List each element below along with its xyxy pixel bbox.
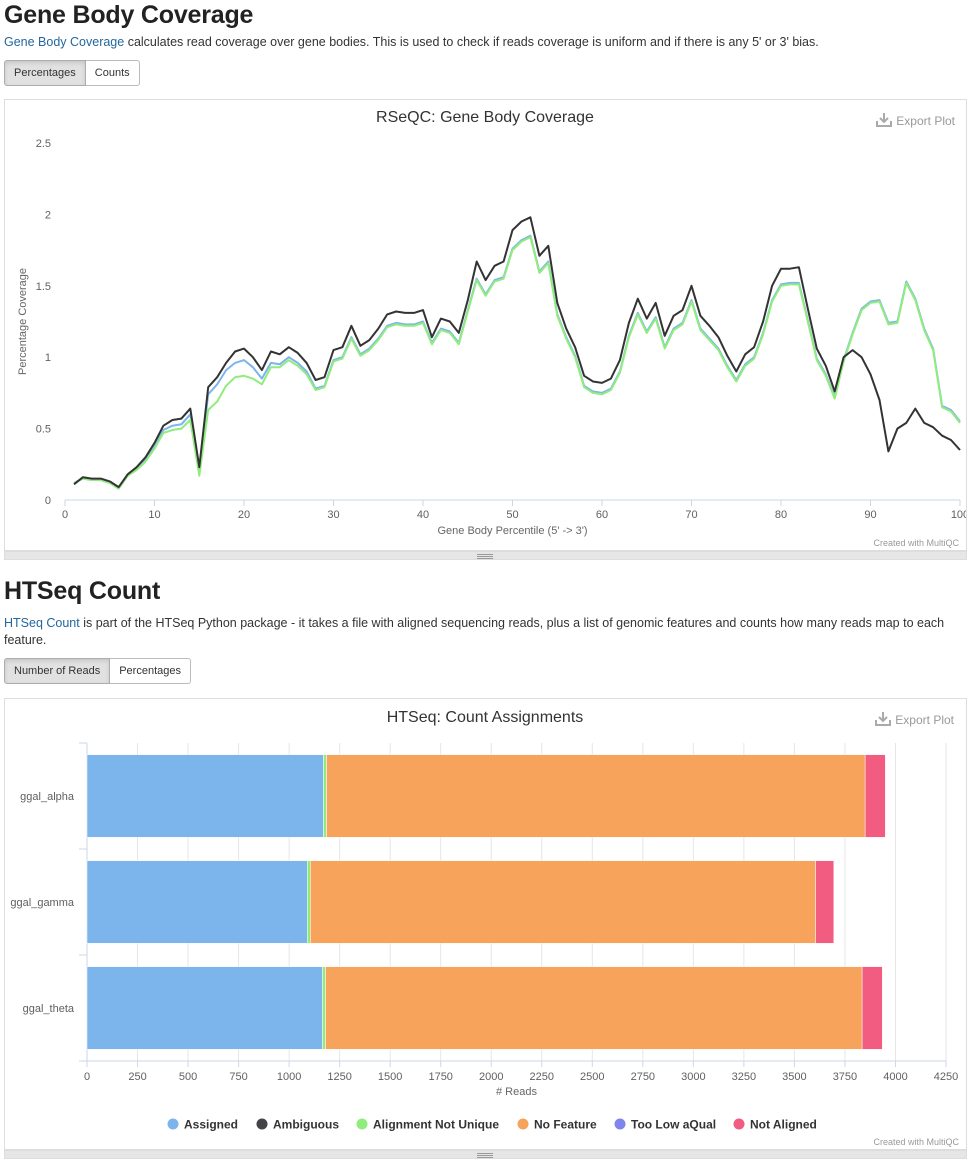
multiqc-credit: Created with MultiQC	[873, 1137, 959, 1147]
legend-marker-too-low-aqual	[614, 1118, 626, 1130]
legend-marker-alignment-not-unique	[356, 1118, 368, 1130]
bar-segment-alignment-not-unique[interactable]	[307, 860, 311, 944]
x-tick-label: 0	[62, 509, 68, 521]
htseq-count-link[interactable]: HTSeq Count	[4, 616, 80, 630]
x-tick-label: 3750	[833, 1071, 857, 1083]
legend-item-too-low-aqual[interactable]: Too Low aQual	[631, 1118, 716, 1132]
series-line-ggal_alpha	[73, 234, 961, 490]
htseq-count-plot: HTSeq: Count Assignments Export Plot 0 250 5…	[4, 698, 967, 1150]
bar-segment-no-feature[interactable]	[325, 966, 863, 1050]
gene-body-coverage-plot: RSeQC: Gene Body Coverage Export Plot 0 0.5…	[4, 99, 967, 551]
x-tick-label: 4250	[934, 1071, 958, 1083]
x-axis-label: Gene Body Percentile (5' -> 3')	[437, 525, 587, 537]
x-tick-label: 500	[179, 1071, 197, 1083]
x-tick-label: 3250	[732, 1071, 756, 1083]
series-line-ggal_gamma	[73, 216, 961, 489]
legend-marker-not-aligned	[733, 1118, 745, 1130]
legend-marker-assigned	[167, 1118, 179, 1130]
x-tick-label: 4000	[883, 1071, 907, 1083]
x-tick-label: 2750	[631, 1071, 655, 1083]
bar-segment-assigned[interactable]	[86, 966, 323, 1050]
bar-segment-no-feature[interactable]	[310, 860, 816, 944]
percentages-toggle-button[interactable]: Percentages	[110, 658, 191, 684]
category-label: ggal_alpha	[20, 791, 75, 803]
counts-button[interactable]: Counts	[85, 60, 140, 86]
bar-segment-no-feature[interactable]	[326, 754, 866, 838]
export-plot-button[interactable]: Export Plot	[895, 713, 954, 727]
y-tick-label: 0.5	[36, 424, 51, 436]
resize-grip-icon-2	[477, 1153, 493, 1158]
htseq-count-description-text: is part of the HTSeq Python package - it…	[4, 616, 945, 647]
x-tick-label: 30	[327, 509, 339, 521]
y-tick-label: 1	[45, 352, 51, 364]
x-tick-label: 100	[951, 509, 966, 521]
section-title-gene-body-coverage: Gene Body Coverage	[4, 1, 254, 29]
legend-item-ambiguous[interactable]: Ambiguous	[273, 1118, 339, 1132]
export-plot-button[interactable]: Export Plot	[896, 114, 955, 128]
x-tick-label: 0	[84, 1071, 90, 1083]
x-tick-label: 50	[506, 509, 518, 521]
legend-marker-ambiguous	[256, 1118, 268, 1130]
x-tick-label: 250	[128, 1071, 146, 1083]
bar-segment-alignment-not-unique[interactable]	[323, 754, 327, 838]
x-tick-label: 1750	[428, 1071, 452, 1083]
x-tick-label: 70	[685, 509, 697, 521]
legend-item-no-feature[interactable]: No Feature	[534, 1118, 597, 1132]
plot-resize-handle-2[interactable]	[4, 1150, 967, 1159]
gene-body-coverage-description-text: calculates read coverage over gene bodie…	[124, 35, 819, 49]
htseq-toggle-group: Number of Reads Percentages	[4, 658, 191, 684]
y-tick-label: 2.5	[36, 138, 51, 150]
bar-segment-assigned[interactable]	[86, 860, 308, 944]
x-tick-label: 2000	[479, 1071, 503, 1083]
y-tick-label: 0	[45, 495, 51, 507]
gene-body-coverage-chart: RSeQC: Gene Body Coverage Export Plot 0 0.5…	[17, 109, 966, 548]
chart-title: RSeQC: Gene Body Coverage	[376, 109, 594, 126]
percentages-button[interactable]: Percentages	[4, 60, 86, 86]
legend-item-alignment-not-unique[interactable]: Alignment Not Unique	[373, 1118, 499, 1132]
legend-item-assigned[interactable]: Assigned	[184, 1118, 238, 1132]
legend-marker-no-feature	[517, 1118, 529, 1130]
x-tick-label: 1000	[277, 1071, 301, 1083]
multiqc-credit: Created with MultiQC	[873, 538, 959, 548]
category-label: ggal_theta	[23, 1003, 75, 1015]
gene-body-coverage-toggle-group: Percentages Counts	[4, 60, 140, 86]
x-tick-label: 2250	[530, 1071, 554, 1083]
x-tick-label: 10	[148, 509, 160, 521]
htseq-count-chart: HTSeq: Count Assignments Export Plot 0 250 5…	[10, 709, 959, 1147]
chart-title: HTSeq: Count Assignments	[387, 709, 584, 726]
x-tick-label: 20	[238, 509, 250, 521]
y-tick-label: 2	[45, 209, 51, 221]
resize-grip-icon	[477, 554, 493, 559]
export-icon	[876, 113, 892, 127]
x-tick-label: 90	[864, 509, 876, 521]
y-axis-label: Percentage Coverage	[17, 268, 29, 375]
category-label: ggal_gamma	[10, 897, 74, 909]
bar-segment-assigned[interactable]	[86, 754, 324, 838]
x-tick-label: 750	[229, 1071, 247, 1083]
bar-segment-not-aligned[interactable]	[861, 966, 883, 1050]
y-tick-label: 1.5	[36, 281, 51, 293]
x-tick-label: 1500	[378, 1071, 402, 1083]
number-of-reads-button[interactable]: Number of Reads	[4, 658, 111, 684]
x-tick-label: 3500	[782, 1071, 806, 1083]
x-tick-label: 3000	[681, 1071, 705, 1083]
gene-body-coverage-link[interactable]: Gene Body Coverage	[4, 35, 125, 49]
x-tick-label: 40	[417, 509, 429, 521]
x-tick-label: 80	[775, 509, 787, 521]
x-tick-label: 60	[596, 509, 608, 521]
section-title-htseq-count: HTSeq Count	[4, 577, 161, 605]
legend-item-not-aligned[interactable]: Not Aligned	[750, 1118, 817, 1132]
bar-segment-not-aligned[interactable]	[815, 860, 835, 944]
plot-resize-handle[interactable]	[4, 551, 967, 560]
x-tick-label: 1250	[327, 1071, 351, 1083]
export-icon	[875, 712, 891, 726]
x-axis-label: # Reads	[496, 1086, 537, 1098]
x-tick-label: 2500	[580, 1071, 604, 1083]
bar-segment-not-aligned[interactable]	[864, 754, 886, 838]
bar-segment-alignment-not-unique[interactable]	[322, 966, 326, 1050]
gene-body-coverage-description: Gene Body Coverage calculates read cover…	[4, 34, 966, 51]
htseq-count-description: HTSeq Count is part of the HTSeq Python …	[4, 615, 966, 649]
series-line-ggal_theta	[73, 236, 961, 490]
